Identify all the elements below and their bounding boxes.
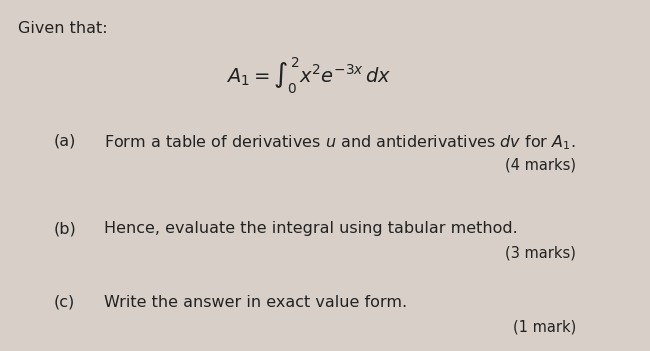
Text: Form a table of derivatives $u$ and antiderivatives $dv$ for $A_1$.: Form a table of derivatives $u$ and anti… [104,133,575,152]
Text: (c): (c) [53,295,75,310]
Text: (4 marks): (4 marks) [505,158,577,173]
Text: Hence, evaluate the integral using tabular method.: Hence, evaluate the integral using tabul… [104,221,517,236]
Text: (3 marks): (3 marks) [506,246,577,261]
Text: $A_1 = \int_0^{2} x^2 e^{-3x}\, dx$: $A_1 = \int_0^{2} x^2 e^{-3x}\, dx$ [226,56,391,97]
Text: (b): (b) [53,221,76,236]
Text: (1 mark): (1 mark) [513,319,577,335]
Text: Write the answer in exact value form.: Write the answer in exact value form. [104,295,407,310]
Text: (a): (a) [53,133,76,148]
Text: Given that:: Given that: [18,21,107,36]
